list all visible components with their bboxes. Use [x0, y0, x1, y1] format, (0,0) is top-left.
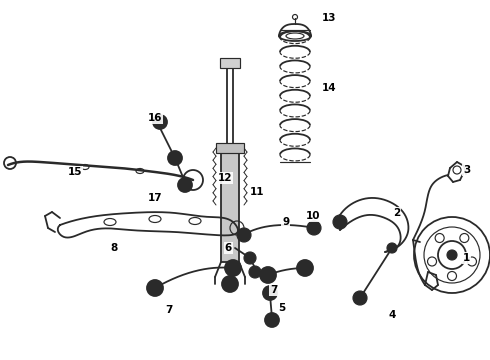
Text: 7: 7 — [270, 285, 277, 295]
Polygon shape — [216, 143, 244, 153]
Circle shape — [265, 313, 279, 327]
Text: 3: 3 — [463, 165, 470, 175]
Circle shape — [222, 276, 238, 292]
Polygon shape — [220, 58, 240, 68]
Text: 10: 10 — [306, 211, 320, 221]
Text: 4: 4 — [388, 310, 395, 320]
Circle shape — [387, 243, 397, 253]
Circle shape — [333, 215, 347, 229]
Circle shape — [244, 252, 256, 264]
Text: 1: 1 — [463, 253, 470, 263]
Text: 16: 16 — [148, 113, 163, 123]
Circle shape — [147, 280, 163, 296]
Text: 2: 2 — [393, 208, 400, 218]
Circle shape — [153, 115, 167, 129]
Text: 13: 13 — [322, 13, 337, 23]
Text: 8: 8 — [110, 243, 117, 253]
Text: 6: 6 — [225, 243, 232, 253]
Text: 5: 5 — [278, 303, 285, 313]
Circle shape — [260, 267, 276, 283]
Circle shape — [249, 266, 261, 278]
Circle shape — [447, 250, 457, 260]
Text: 11: 11 — [250, 187, 265, 197]
Text: 12: 12 — [218, 173, 232, 183]
Circle shape — [297, 260, 313, 276]
Circle shape — [225, 260, 241, 276]
Circle shape — [263, 286, 277, 300]
Circle shape — [353, 291, 367, 305]
Circle shape — [237, 228, 251, 242]
Circle shape — [168, 151, 182, 165]
Circle shape — [307, 221, 321, 235]
Circle shape — [178, 178, 192, 192]
Text: 9: 9 — [282, 217, 289, 227]
Text: 15: 15 — [68, 167, 82, 177]
Text: 14: 14 — [322, 83, 337, 93]
Text: 17: 17 — [148, 193, 163, 203]
Text: 7: 7 — [165, 305, 172, 315]
Polygon shape — [221, 148, 239, 262]
